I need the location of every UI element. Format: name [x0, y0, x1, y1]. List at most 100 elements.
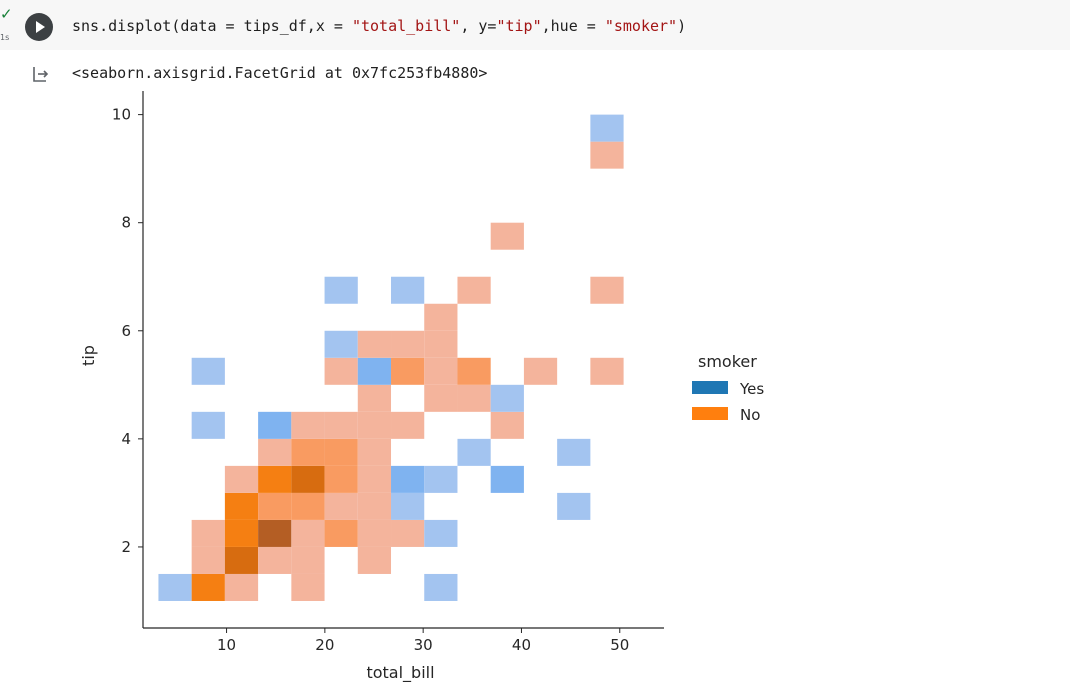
histogram-cell — [191, 573, 225, 601]
output-redirect-icon[interactable] — [30, 64, 50, 84]
histogram-cell — [424, 330, 458, 358]
histogram-cell — [258, 438, 292, 466]
histogram-cell — [391, 330, 425, 358]
histogram-cell — [291, 519, 325, 547]
histogram-cell — [258, 519, 292, 547]
histogram-cell — [291, 438, 325, 466]
histogram-cell — [391, 357, 425, 385]
histogram-cell — [258, 465, 292, 493]
x-axis-label: total_bill — [366, 663, 434, 683]
histogram-cell — [224, 573, 259, 601]
histogram-cell — [391, 411, 425, 439]
x-tick-label: 50 — [610, 636, 629, 654]
code-token: "smoker" — [604, 17, 678, 35]
histogram-cell — [224, 519, 259, 547]
code-cell[interactable]: ✓ 1s sns.displot(data = tips_df,x = "tot… — [0, 0, 1070, 50]
histogram-cell — [258, 411, 292, 439]
histogram-cell — [357, 384, 392, 412]
histogram-cell — [324, 330, 358, 358]
histogram-cell — [324, 492, 358, 520]
x-tick-label: 20 — [315, 636, 334, 654]
histogram-cell — [490, 222, 524, 250]
histogram-cell — [424, 519, 458, 547]
histogram-cell — [490, 384, 524, 412]
code-token: "total_bill" — [351, 17, 461, 35]
histogram-cell — [357, 438, 392, 466]
play-icon — [36, 21, 45, 33]
histogram-cell — [391, 276, 425, 304]
histogram-cell — [224, 546, 259, 574]
histogram-cell — [324, 357, 358, 385]
histogram-cell — [457, 276, 491, 304]
histogram-cell — [391, 465, 425, 493]
histogram-cell — [357, 330, 392, 358]
histogram-cell — [324, 465, 358, 493]
code-editor-line[interactable]: sns.displot(data = tips_df,x = "total_bi… — [72, 15, 686, 37]
histogram-cell — [291, 546, 325, 574]
histogram-cell — [557, 438, 591, 466]
histogram-cell — [424, 465, 458, 493]
code-token: ) — [677, 17, 687, 35]
histogram-cell — [191, 546, 225, 574]
histogram-cell — [357, 546, 392, 574]
x-tick-label: 30 — [414, 636, 433, 654]
histogram-cell — [357, 492, 392, 520]
histogram-cell — [357, 411, 392, 439]
histogram-cell — [457, 357, 491, 385]
execution-time: 1s — [0, 33, 10, 42]
legend-label-yes: Yes — [739, 380, 764, 398]
histogram-cell — [424, 573, 458, 601]
histogram-cell — [590, 276, 624, 304]
histogram-cell — [490, 411, 524, 439]
histogram-cell — [258, 546, 292, 574]
y-tick-label: 2 — [121, 538, 131, 556]
axes: 10 20 30 40 50 2 4 6 8 10 total_bill tip — [79, 91, 664, 683]
histogram-cell — [490, 465, 524, 493]
histogram-2d-plot: 10 20 30 40 50 2 4 6 8 10 total_bill tip smoker Yes N… — [79, 91, 764, 683]
histogram-cell — [357, 519, 392, 547]
histogram-cell — [291, 492, 325, 520]
legend-title: smoker — [698, 352, 757, 371]
histogram-cell — [191, 411, 225, 439]
histogram-cell — [324, 411, 358, 439]
y-tick-label: 8 — [121, 214, 131, 232]
histogram-cell — [391, 519, 425, 547]
histogram-cell — [557, 492, 591, 520]
histogram-cell — [224, 492, 259, 520]
histogram-cell — [457, 384, 491, 412]
legend-swatch-yes — [692, 381, 728, 394]
histogram-cell — [258, 492, 292, 520]
histogram-cell — [424, 303, 458, 331]
histogram-cell — [523, 357, 558, 385]
code-token: "tip" — [496, 17, 542, 35]
histogram-cell — [224, 465, 259, 493]
legend-swatch-no — [692, 407, 728, 420]
histogram-cell — [424, 384, 458, 412]
code-token: ,hue = — [541, 17, 605, 35]
histogram-cell — [291, 465, 325, 493]
histogram-cell — [357, 357, 392, 385]
histogram-cell — [590, 357, 624, 385]
y-axis-label: tip — [79, 345, 98, 366]
code-token: , y= — [460, 17, 497, 35]
histogram-cell — [291, 411, 325, 439]
x-tick-label: 10 — [217, 636, 236, 654]
y-tick-label: 4 — [121, 430, 131, 448]
execution-check-icon: ✓ — [0, 5, 13, 23]
histogram-cell — [590, 141, 624, 169]
histogram-cell — [158, 573, 192, 601]
histogram-cell — [291, 573, 325, 601]
run-cell-button[interactable] — [25, 13, 53, 41]
histogram-cell — [357, 465, 392, 493]
histogram-cells — [158, 114, 624, 601]
histogram-cell — [424, 357, 458, 385]
output-repr-text: <seaborn.axisgrid.FacetGrid at 0x7fc253f… — [72, 64, 488, 82]
code-token: sns.displot(data = tips_df,x = — [72, 17, 352, 35]
x-tick-label: 40 — [512, 636, 531, 654]
histogram-cell — [191, 519, 225, 547]
y-tick-label: 10 — [112, 106, 131, 124]
histogram-cell — [391, 492, 425, 520]
histogram-cell — [590, 114, 624, 142]
y-tick-label: 6 — [121, 322, 131, 340]
histogram-cell — [324, 438, 358, 466]
